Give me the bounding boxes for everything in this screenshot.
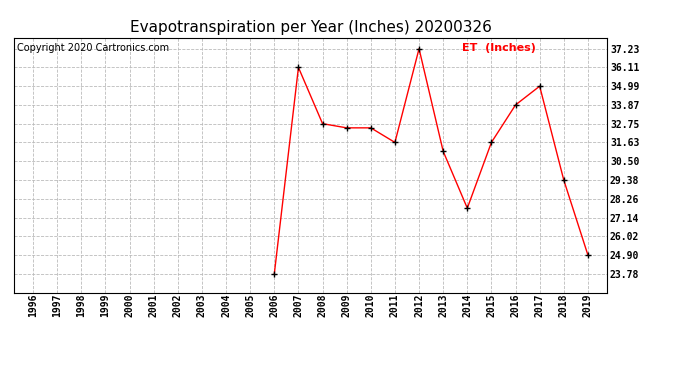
- Text: Copyright 2020 Cartronics.com: Copyright 2020 Cartronics.com: [17, 43, 169, 52]
- Title: Evapotranspiration per Year (Inches) 20200326: Evapotranspiration per Year (Inches) 202…: [130, 20, 491, 35]
- Text: ET  (Inches): ET (Inches): [462, 43, 535, 52]
